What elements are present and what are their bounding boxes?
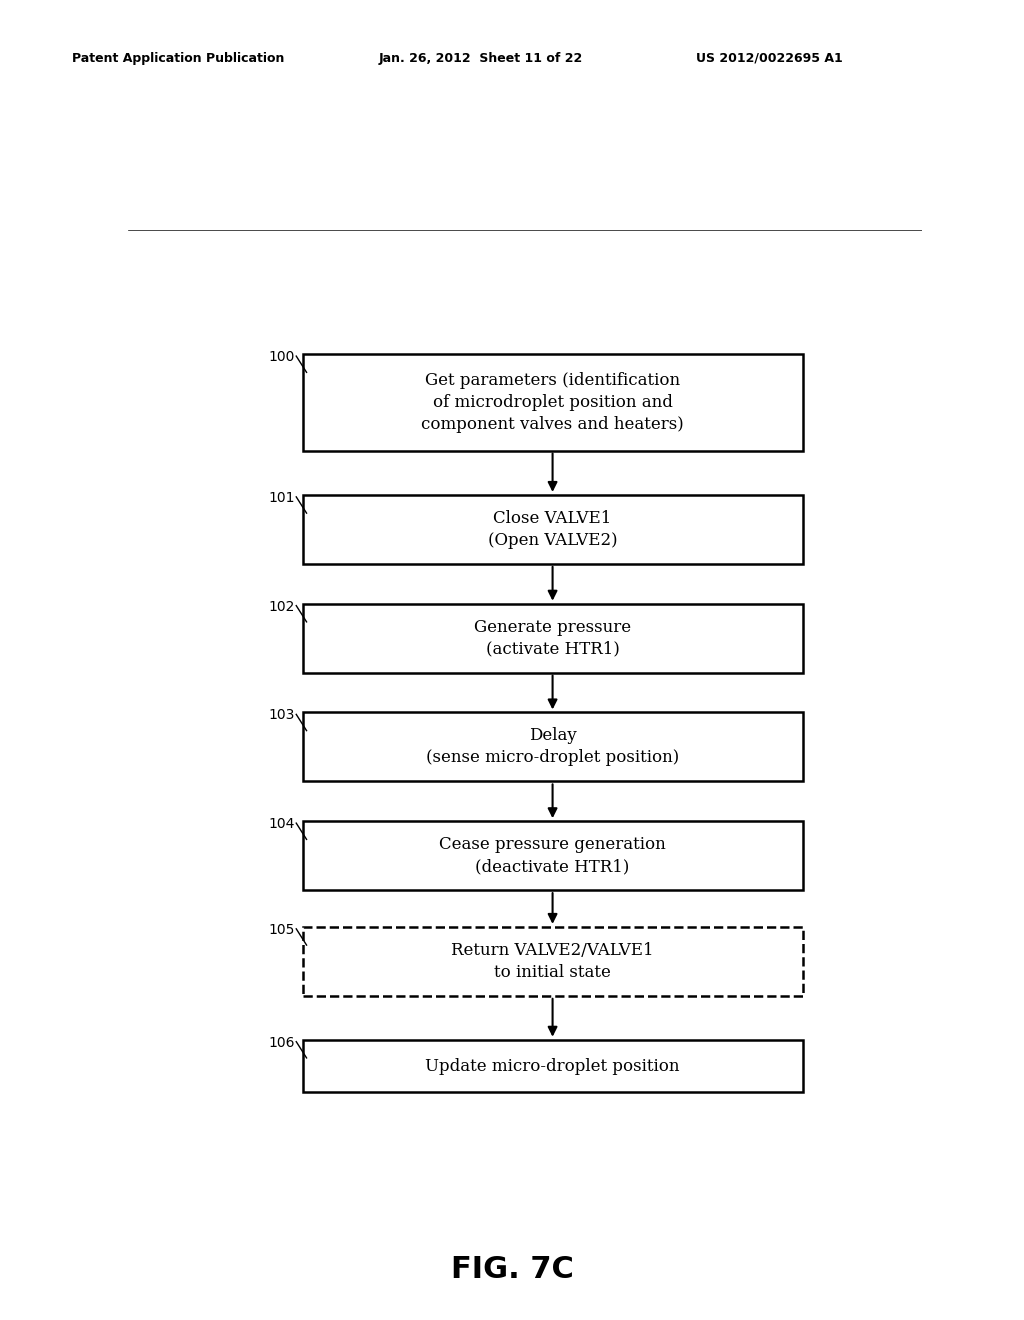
Text: 102: 102 [268,599,295,614]
Text: 105: 105 [268,923,295,937]
Text: Return VALVE2/VALVE1
to initial state: Return VALVE2/VALVE1 to initial state [452,941,654,981]
Text: Close VALVE1
(Open VALVE2): Close VALVE1 (Open VALVE2) [487,510,617,549]
FancyBboxPatch shape [303,927,803,995]
Text: 100: 100 [268,350,295,364]
FancyBboxPatch shape [303,495,803,564]
FancyBboxPatch shape [303,1040,803,1093]
Text: Get parameters (identification
of microdroplet position and
component valves and: Get parameters (identification of microd… [421,372,684,433]
Text: 101: 101 [268,491,295,504]
Text: 104: 104 [268,817,295,832]
Text: Generate pressure
(activate HTR1): Generate pressure (activate HTR1) [474,619,631,657]
Text: Patent Application Publication: Patent Application Publication [72,51,284,65]
Text: 106: 106 [268,1036,295,1049]
FancyBboxPatch shape [303,821,803,890]
Text: US 2012/0022695 A1: US 2012/0022695 A1 [696,51,843,65]
FancyBboxPatch shape [303,354,803,450]
Text: Delay
(sense micro-droplet position): Delay (sense micro-droplet position) [426,727,679,767]
FancyBboxPatch shape [303,713,803,781]
FancyBboxPatch shape [303,603,803,673]
Text: FIG. 7C: FIG. 7C [451,1255,573,1284]
Text: Cease pressure generation
(deactivate HTR1): Cease pressure generation (deactivate HT… [439,836,666,875]
Text: 103: 103 [268,709,295,722]
Text: Jan. 26, 2012  Sheet 11 of 22: Jan. 26, 2012 Sheet 11 of 22 [379,51,583,65]
Text: Update micro-droplet position: Update micro-droplet position [425,1057,680,1074]
